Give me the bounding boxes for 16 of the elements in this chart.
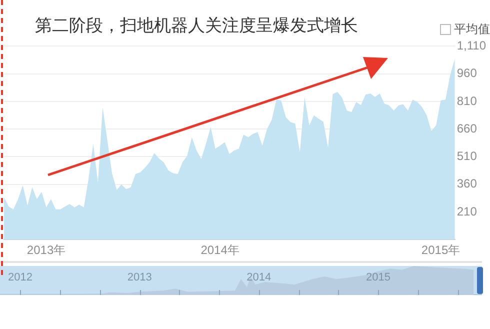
x-tick-label: 2012 (8, 272, 33, 284)
y-tick-label: 660 (456, 121, 478, 136)
y-tick-label: 1,110 (456, 38, 486, 53)
y-tick-label: 210 (456, 204, 478, 218)
x-tick-label: 2013 (127, 272, 152, 284)
x-tick-label: 2015 (366, 272, 390, 284)
chart-title: 第二阶段，扫地机器人关注度呈爆发式增长 (35, 15, 358, 37)
y-tick-label: 960 (456, 66, 478, 80)
text: 平均值 (454, 21, 490, 38)
y-tick-label: 810 (456, 94, 478, 108)
x-tick-label: 2013年 (26, 243, 66, 258)
y-tick-label: 510 (456, 149, 478, 164)
x-tick-label: 2014年 (200, 243, 240, 258)
y-tick-label: 360 (456, 176, 478, 191)
x-tick-label: 2015年 (421, 243, 460, 258)
x-tick-label: 2014 (246, 272, 272, 284)
